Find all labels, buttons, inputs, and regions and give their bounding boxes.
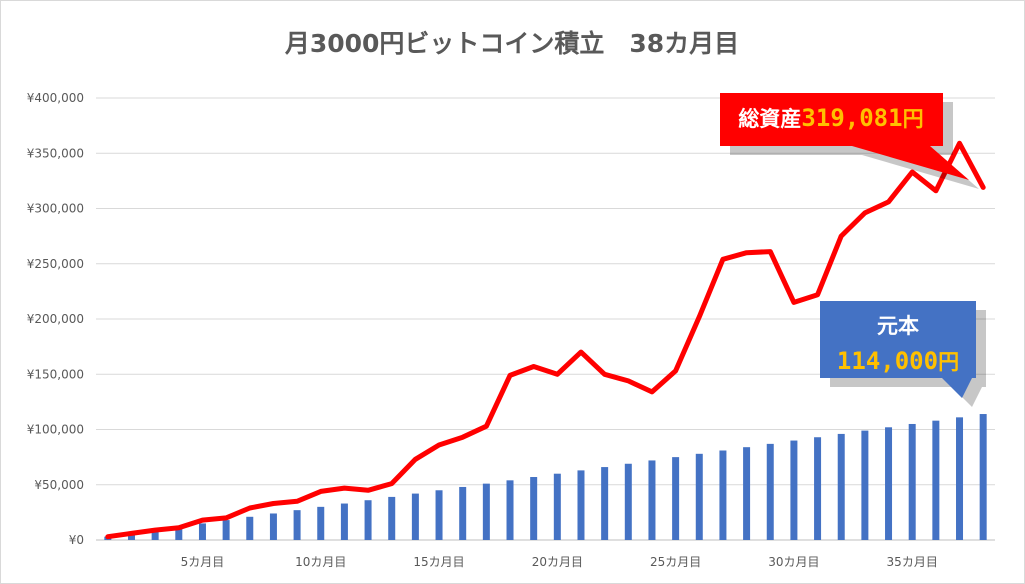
principal-unit: 円 bbox=[938, 350, 959, 374]
y-axis-labels: ¥0 ¥50,000 ¥100,000 ¥150,000 ¥200,000 ¥250,00… bbox=[27, 91, 84, 547]
principal-callout-bg bbox=[820, 301, 976, 398]
principal-callout: 元本 114,000円 bbox=[820, 301, 986, 407]
principal-bar bbox=[411, 493, 419, 540]
principal-bar bbox=[506, 480, 514, 540]
principal-bars bbox=[104, 414, 987, 540]
x-tick-label: 5カ月目 bbox=[181, 555, 225, 569]
principal-bar bbox=[364, 500, 372, 540]
principal-bar bbox=[979, 414, 987, 540]
principal-bar bbox=[648, 460, 656, 540]
principal-bar bbox=[932, 420, 940, 540]
y-tick-label: ¥300,000 bbox=[27, 202, 84, 216]
total-assets-value: 319,081 bbox=[801, 104, 902, 132]
principal-bar bbox=[719, 450, 727, 540]
total-assets-label: 総資産 bbox=[738, 107, 801, 131]
y-tick-label: ¥350,000 bbox=[27, 146, 84, 160]
x-tick-label: 25カ月目 bbox=[650, 555, 701, 569]
total-assets-line bbox=[105, 140, 986, 540]
principal-bar bbox=[388, 496, 396, 540]
y-tick-label: ¥200,000 bbox=[27, 312, 84, 326]
principal-bar bbox=[317, 506, 325, 540]
principal-bar bbox=[222, 520, 230, 540]
principal-bar bbox=[577, 470, 585, 540]
principal-bar bbox=[246, 516, 254, 540]
principal-bar bbox=[695, 453, 703, 540]
principal-bar bbox=[340, 503, 348, 540]
total-assets-callout: 総資産319,081円 bbox=[720, 93, 979, 189]
principal-bar bbox=[530, 477, 538, 540]
principal-bar bbox=[601, 467, 609, 540]
total-assets-callout-bg bbox=[720, 93, 969, 180]
principal-bar bbox=[956, 417, 964, 540]
principal-bar bbox=[743, 447, 751, 540]
y-tick-label: ¥0 bbox=[69, 533, 84, 547]
principal-bar bbox=[293, 510, 301, 540]
principal-bar bbox=[837, 433, 845, 540]
principal-bar bbox=[435, 490, 443, 540]
principal-label: 元本 bbox=[877, 314, 919, 338]
x-tick-label: 15カ月目 bbox=[413, 555, 464, 569]
total-assets-unit: 円 bbox=[903, 107, 924, 131]
chart-title: 月3000円ビットコイン積立 38カ月目 bbox=[284, 29, 739, 58]
y-tick-label: ¥400,000 bbox=[27, 91, 84, 105]
principal-bar bbox=[269, 513, 277, 540]
total-assets-callout-text: 総資産319,081円 bbox=[738, 104, 923, 132]
principal-bar bbox=[908, 423, 916, 540]
x-axis-labels: 5カ月目 10カ月目 15カ月目 20カ月目 25カ月目 30カ月目 35カ月目 bbox=[181, 555, 938, 569]
x-tick-label: 35カ月目 bbox=[887, 555, 938, 569]
principal-bar bbox=[790, 440, 798, 540]
principal-bar bbox=[624, 463, 632, 540]
principal-value: 114,000 bbox=[837, 347, 938, 375]
principal-bar bbox=[151, 530, 159, 540]
principal-bar bbox=[175, 526, 183, 540]
principal-bar bbox=[861, 430, 869, 540]
x-tick-label: 20カ月目 bbox=[532, 555, 583, 569]
principal-bar bbox=[127, 533, 135, 540]
principal-bar bbox=[482, 483, 490, 540]
principal-bar bbox=[814, 437, 822, 540]
x-tick-label: 30カ月目 bbox=[768, 555, 819, 569]
principal-bar bbox=[885, 427, 893, 540]
principal-bar bbox=[198, 523, 206, 540]
principal-callout-value-text: 114,000円 bbox=[837, 347, 959, 375]
principal-bar bbox=[553, 473, 561, 540]
y-tick-label: ¥150,000 bbox=[27, 367, 84, 381]
principal-bar bbox=[672, 457, 680, 540]
x-tick-label: 10カ月目 bbox=[295, 555, 346, 569]
y-tick-label: ¥250,000 bbox=[27, 257, 84, 271]
y-tick-label: ¥50,000 bbox=[34, 478, 84, 492]
y-tick-label: ¥100,000 bbox=[27, 423, 84, 437]
principal-bar bbox=[766, 443, 774, 540]
principal-bar bbox=[459, 486, 467, 540]
